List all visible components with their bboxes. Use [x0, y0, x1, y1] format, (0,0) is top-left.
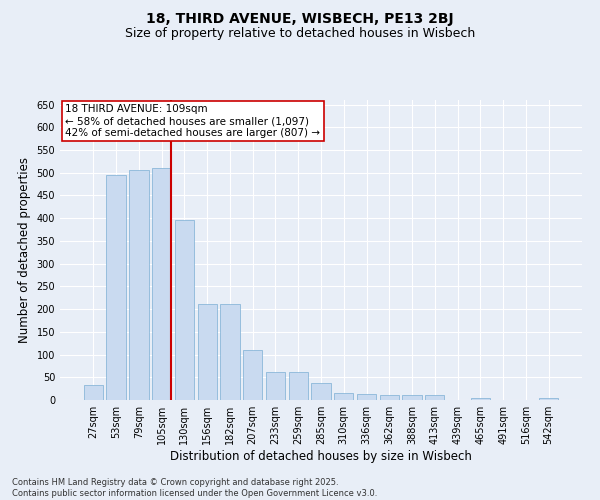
Bar: [425, 396, 445, 400]
Bar: [403, 396, 422, 400]
Bar: [84, 386, 103, 400]
Bar: [197, 304, 217, 400]
Bar: [243, 350, 262, 400]
Bar: [175, 220, 194, 400]
Text: 18, THIRD AVENUE, WISBECH, PE13 2BJ: 18, THIRD AVENUE, WISBECH, PE13 2BJ: [146, 12, 454, 26]
X-axis label: Distribution of detached houses by size in Wisbech: Distribution of detached houses by size …: [170, 450, 472, 463]
Bar: [470, 398, 490, 400]
Y-axis label: Number of detached properties: Number of detached properties: [18, 157, 31, 343]
Bar: [152, 168, 172, 400]
Text: 18 THIRD AVENUE: 109sqm
← 58% of detached houses are smaller (1,097)
42% of semi: 18 THIRD AVENUE: 109sqm ← 58% of detache…: [65, 104, 320, 138]
Bar: [266, 372, 285, 400]
Bar: [220, 304, 239, 400]
Text: Size of property relative to detached houses in Wisbech: Size of property relative to detached ho…: [125, 28, 475, 40]
Bar: [539, 398, 558, 400]
Text: Contains HM Land Registry data © Crown copyright and database right 2025.
Contai: Contains HM Land Registry data © Crown c…: [12, 478, 377, 498]
Bar: [357, 394, 376, 400]
Bar: [129, 170, 149, 400]
Bar: [289, 372, 308, 400]
Bar: [334, 392, 353, 400]
Bar: [380, 396, 399, 400]
Bar: [106, 174, 126, 400]
Bar: [311, 382, 331, 400]
